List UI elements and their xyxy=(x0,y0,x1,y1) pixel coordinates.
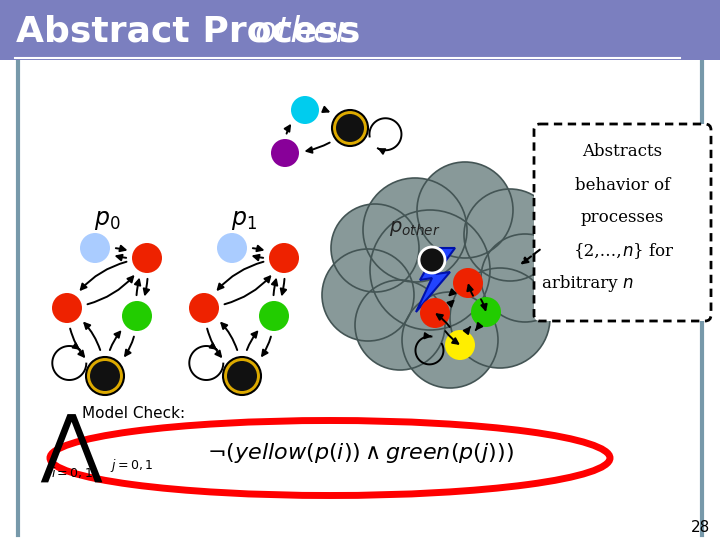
Circle shape xyxy=(122,301,152,331)
Circle shape xyxy=(453,268,483,298)
Text: $p_{0}$: $p_{0}$ xyxy=(94,208,120,232)
Circle shape xyxy=(86,357,124,395)
Circle shape xyxy=(464,189,556,281)
Bar xyxy=(0,0,720,60)
Circle shape xyxy=(132,243,162,273)
Text: $n$} for: $n$} for xyxy=(623,241,675,261)
Text: $\neg(yellow(p(i)) \wedge green(p(j)))$: $\neg(yellow(p(i)) \wedge green(p(j)))$ xyxy=(207,441,513,465)
Circle shape xyxy=(419,247,445,273)
Text: arbitrary: arbitrary xyxy=(541,275,623,293)
Text: {2,…,: {2,…, xyxy=(574,242,623,260)
Circle shape xyxy=(223,357,261,395)
Circle shape xyxy=(291,96,319,124)
Circle shape xyxy=(355,280,445,370)
Circle shape xyxy=(217,233,247,263)
Circle shape xyxy=(471,297,501,327)
Circle shape xyxy=(332,110,368,146)
Text: other: other xyxy=(254,14,350,48)
Text: $i{=}0,1$: $i{=}0,1$ xyxy=(51,464,93,480)
Circle shape xyxy=(417,162,513,258)
Circle shape xyxy=(370,210,490,330)
Circle shape xyxy=(336,114,364,142)
Circle shape xyxy=(259,301,289,331)
Polygon shape xyxy=(416,248,455,312)
Circle shape xyxy=(363,178,467,282)
Circle shape xyxy=(420,298,450,328)
Text: processes: processes xyxy=(581,210,664,226)
Circle shape xyxy=(269,243,299,273)
Text: $p_{other}$: $p_{other}$ xyxy=(390,219,441,238)
Circle shape xyxy=(402,292,498,388)
Text: Abstract Process: Abstract Process xyxy=(16,14,373,48)
Circle shape xyxy=(331,204,419,292)
FancyBboxPatch shape xyxy=(534,124,711,321)
Circle shape xyxy=(445,330,475,360)
Text: $\bigwedge$: $\bigwedge$ xyxy=(40,412,104,484)
Circle shape xyxy=(189,293,219,323)
Text: Model Check:: Model Check: xyxy=(82,406,185,421)
Circle shape xyxy=(52,293,82,323)
Circle shape xyxy=(271,139,299,167)
Text: $n$: $n$ xyxy=(623,275,634,293)
Circle shape xyxy=(481,234,569,322)
Circle shape xyxy=(450,268,550,368)
Text: behavior of: behavior of xyxy=(575,177,670,193)
Text: Abstracts: Abstracts xyxy=(582,144,662,160)
Circle shape xyxy=(322,249,414,341)
Text: 28: 28 xyxy=(690,519,710,535)
Text: $j{=}0,1$: $j{=}0,1$ xyxy=(110,457,153,475)
Circle shape xyxy=(90,361,120,391)
Circle shape xyxy=(227,361,257,391)
Circle shape xyxy=(80,233,110,263)
Text: $p_{1}$: $p_{1}$ xyxy=(231,208,257,232)
